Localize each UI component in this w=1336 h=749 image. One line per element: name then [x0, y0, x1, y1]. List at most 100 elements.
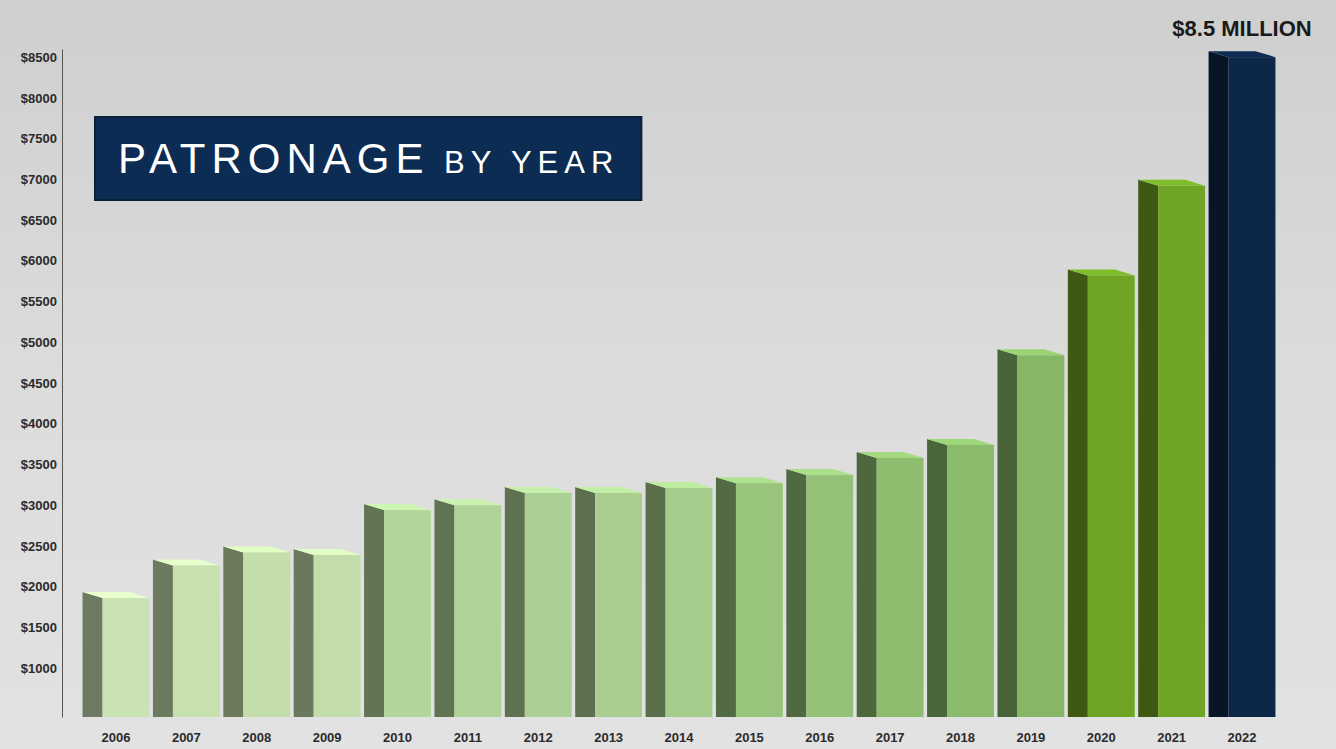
y-tick: $3000: [21, 498, 62, 513]
x-tick-label: 2006: [102, 730, 131, 745]
bar: [1138, 180, 1205, 717]
bar-top: [1209, 51, 1276, 57]
bar-top: [575, 487, 642, 493]
x-tick-label: 2010: [383, 730, 412, 745]
bar-front: [314, 555, 361, 717]
bar-front: [1088, 275, 1135, 717]
x-tick: 2020: [1087, 717, 1116, 745]
bar-side: [927, 439, 947, 717]
y-tick-label: $6000: [21, 253, 57, 268]
x-tick: 2008: [242, 717, 271, 745]
bar-top: [646, 482, 713, 488]
bar-top: [1068, 269, 1135, 275]
bar-top: [857, 452, 924, 458]
bar: [646, 482, 713, 717]
x-tick-label: 2017: [876, 730, 905, 745]
bar-front: [243, 552, 290, 717]
y-tick: $6000: [21, 253, 62, 268]
bar-front: [806, 475, 853, 717]
y-tick-label: $3500: [21, 457, 57, 472]
bar: [83, 592, 150, 717]
y-tick-label: $2500: [21, 539, 57, 554]
y-tick: $5500: [21, 294, 62, 309]
x-tick-label: 2011: [454, 730, 482, 745]
bar-front: [454, 505, 501, 717]
x-tick: 2006: [102, 717, 131, 745]
bar: [997, 349, 1064, 717]
x-tick: 2009: [313, 717, 342, 745]
x-tick-label: 2007: [172, 730, 201, 745]
bar-front: [173, 565, 220, 717]
bar: [575, 487, 642, 717]
bar-front: [877, 458, 924, 717]
y-tick: $7000: [21, 172, 62, 187]
bar-side: [153, 559, 173, 717]
bar-side: [997, 349, 1017, 717]
y-tick-label: $7000: [21, 172, 57, 187]
x-tick: 2019: [1016, 717, 1045, 745]
bar-front: [947, 445, 994, 717]
y-tick-label: $6500: [21, 213, 57, 228]
bar-front: [384, 510, 431, 717]
bar: [153, 559, 220, 717]
bar-top: [83, 592, 150, 598]
bar-side: [1068, 269, 1088, 717]
x-tick-label: 2016: [805, 730, 834, 745]
bar-top: [927, 439, 994, 445]
bar-side: [646, 482, 666, 717]
title: PATRONAGE BY YEAR: [118, 135, 619, 182]
x-tick: 2017: [876, 717, 905, 745]
title-box: PATRONAGE BY YEAR: [95, 117, 641, 200]
bar-front: [1158, 186, 1205, 717]
x-tick: 2012: [524, 717, 553, 745]
y-tick-label: $4500: [21, 376, 57, 391]
bar-side: [434, 499, 454, 717]
x-tick-label: 2008: [242, 730, 271, 745]
y-tick: $4500: [21, 376, 62, 391]
y-tick: $5000: [21, 335, 62, 350]
x-tick: 2014: [665, 717, 695, 745]
bar-top: [153, 559, 220, 565]
y-tick-label: $8500: [21, 50, 57, 65]
y-tick-label: $2000: [21, 579, 57, 594]
y-tick-label: $3000: [21, 498, 57, 513]
bar-top: [997, 349, 1064, 355]
bar-front: [595, 493, 642, 717]
bar: [857, 452, 924, 717]
bars: [83, 51, 1276, 717]
y-tick-label: $8000: [21, 91, 57, 106]
bar-side: [575, 487, 595, 717]
x-tick: 2018: [946, 717, 975, 745]
bar: [1209, 51, 1276, 717]
bar-front: [525, 493, 572, 717]
x-tick: 2022: [1228, 717, 1257, 745]
y-tick: $7500: [21, 131, 62, 146]
x-tick-label: 2013: [594, 730, 623, 745]
y-axis-line: [62, 50, 63, 718]
bar-top: [364, 504, 431, 510]
bar-side: [786, 469, 806, 717]
bar: [223, 546, 290, 717]
x-tick-label: 2019: [1016, 730, 1045, 745]
y-tick: $8500: [21, 50, 62, 65]
bar-side: [83, 592, 103, 717]
bar: [434, 499, 501, 717]
x-tick-label: 2012: [524, 730, 553, 745]
y-tick-label: $5500: [21, 294, 57, 309]
background: [0, 0, 1336, 749]
bar-side: [1209, 51, 1229, 717]
y-tick: $6500: [21, 213, 62, 228]
bar-top: [786, 469, 853, 475]
x-tick: 2013: [594, 717, 623, 745]
bar-top: [434, 499, 501, 505]
y-tick-label: $4000: [21, 416, 57, 431]
bar: [505, 487, 572, 717]
x-axis: 2006200720082009201020112012201320142015…: [102, 717, 1257, 745]
bar: [294, 549, 361, 717]
x-tick-label: 2022: [1228, 730, 1257, 745]
bar-front: [736, 483, 783, 717]
bar-top: [716, 477, 783, 483]
x-tick: 2021: [1157, 717, 1186, 745]
x-tick-label: 2009: [313, 730, 342, 745]
bar-front: [103, 598, 150, 717]
